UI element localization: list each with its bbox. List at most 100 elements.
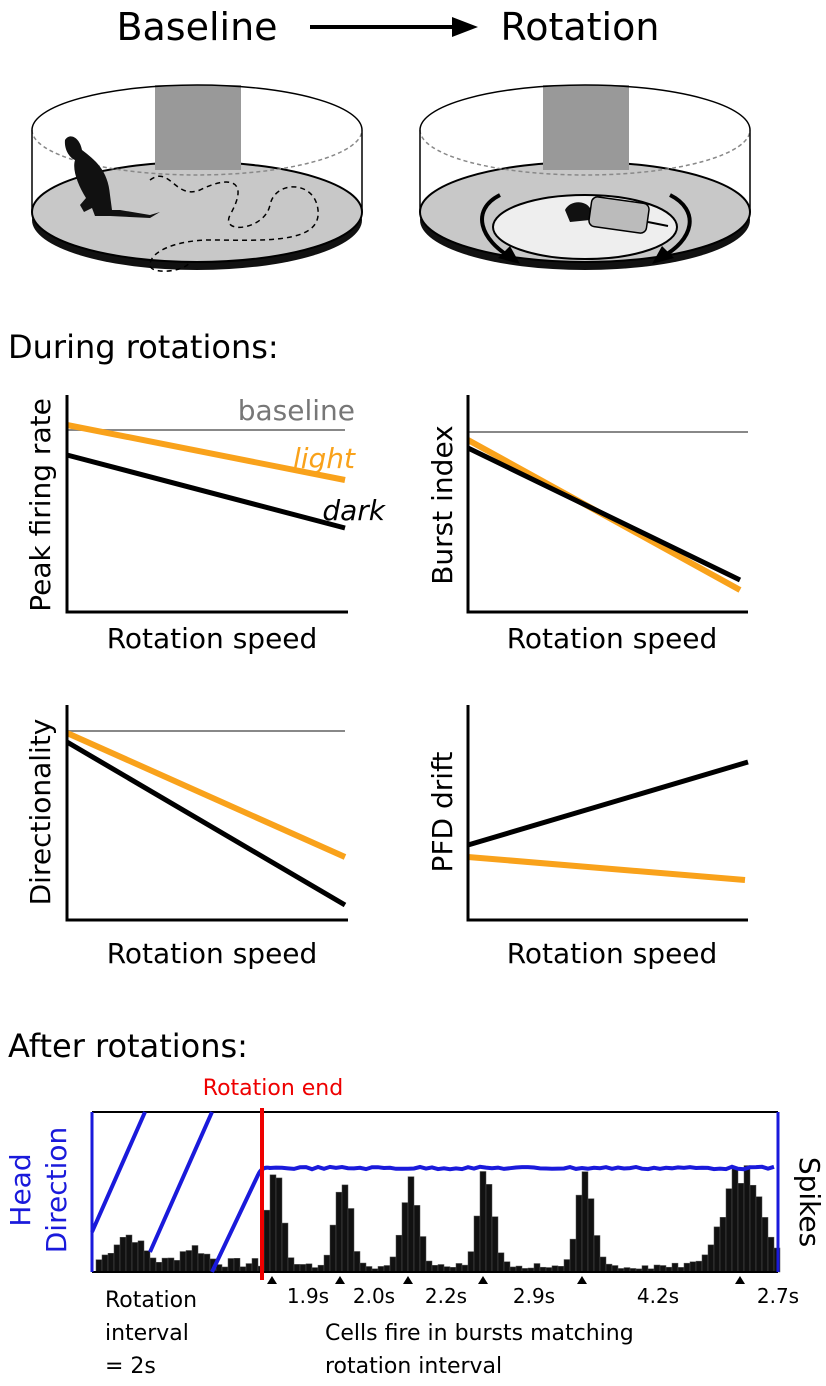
histogram-bar bbox=[491, 1216, 499, 1273]
histogram-bar bbox=[395, 1234, 403, 1273]
histogram-bar bbox=[563, 1259, 571, 1273]
x-label: Rotation speed bbox=[507, 937, 718, 970]
histogram-bar bbox=[149, 1257, 157, 1273]
histogram-bar bbox=[281, 1222, 289, 1273]
histogram-bar bbox=[125, 1234, 133, 1273]
histogram-bar bbox=[317, 1264, 325, 1273]
burst-marker bbox=[403, 1276, 413, 1284]
histogram-bar bbox=[119, 1237, 127, 1273]
rotation-end-label: Rotation end bbox=[203, 1076, 343, 1101]
histogram-bar bbox=[761, 1217, 769, 1273]
histogram-bar bbox=[587, 1198, 595, 1273]
y2-label: Spikes bbox=[793, 1157, 826, 1247]
y-label: Head bbox=[4, 1153, 37, 1226]
interval-label: 1.9s bbox=[287, 1284, 329, 1308]
section-heading: After rotations: bbox=[8, 1027, 248, 1065]
histogram-bar bbox=[179, 1251, 187, 1273]
histogram-bar bbox=[533, 1263, 541, 1273]
histogram-bar bbox=[353, 1251, 361, 1273]
rotation-title: Rotation bbox=[501, 5, 660, 49]
histogram-bar bbox=[269, 1174, 277, 1273]
histogram-bar bbox=[299, 1264, 307, 1273]
arrow-head bbox=[452, 17, 478, 37]
histogram-bar bbox=[305, 1263, 313, 1273]
histogram-bar bbox=[689, 1261, 697, 1273]
dark-line bbox=[467, 759, 749, 848]
interval-label: 2.0s bbox=[353, 1284, 395, 1308]
histogram-bar bbox=[293, 1264, 301, 1273]
histogram-bar bbox=[203, 1253, 211, 1273]
baseline-title: Baseline bbox=[116, 5, 277, 49]
light-line bbox=[467, 854, 746, 883]
histogram-bar bbox=[599, 1256, 607, 1273]
burst-marker bbox=[267, 1276, 277, 1284]
histogram-bar bbox=[407, 1176, 415, 1273]
interval-label: 4.2s bbox=[637, 1284, 679, 1308]
histogram-bar bbox=[593, 1235, 601, 1273]
histogram-bar bbox=[425, 1260, 433, 1273]
note: rotation interval bbox=[325, 1354, 502, 1379]
histogram-bar bbox=[575, 1194, 583, 1273]
histogram-bar bbox=[737, 1183, 745, 1273]
histogram-bar bbox=[719, 1217, 727, 1273]
burst-marker bbox=[735, 1276, 745, 1284]
histogram-bar bbox=[107, 1253, 115, 1273]
light-label: light bbox=[293, 442, 356, 475]
histogram-bar bbox=[485, 1184, 493, 1273]
burst-marker bbox=[478, 1276, 488, 1284]
dark-label: dark bbox=[322, 494, 386, 527]
dark-line bbox=[65, 739, 347, 908]
histogram-bar bbox=[743, 1165, 751, 1273]
histogram-bar bbox=[233, 1258, 241, 1273]
burst-marker bbox=[577, 1276, 587, 1284]
histogram-bar bbox=[455, 1263, 463, 1273]
histogram-bar bbox=[167, 1257, 175, 1273]
histogram-bar bbox=[473, 1215, 481, 1273]
interval-label: 2.2s bbox=[425, 1284, 467, 1308]
histogram-bar bbox=[755, 1196, 763, 1273]
histogram-bar bbox=[413, 1205, 421, 1273]
histogram-bar bbox=[245, 1263, 253, 1273]
histogram-bar bbox=[389, 1256, 397, 1273]
histogram-bar bbox=[671, 1262, 679, 1273]
histogram-bar bbox=[329, 1224, 337, 1273]
histogram-bar bbox=[143, 1250, 151, 1273]
baseline-label: baseline bbox=[238, 394, 355, 427]
x-label: Rotation speed bbox=[507, 622, 718, 655]
histogram-bar bbox=[437, 1264, 445, 1273]
note: Rotation bbox=[105, 1288, 197, 1313]
histogram-bar bbox=[767, 1236, 775, 1273]
histogram-bar bbox=[653, 1264, 661, 1273]
histogram-bar bbox=[479, 1171, 487, 1273]
x-label: Rotation speed bbox=[107, 622, 318, 655]
panel: Directionality Rotation speed bbox=[24, 705, 348, 970]
note: = 2s bbox=[105, 1354, 156, 1379]
histogram-bar bbox=[155, 1262, 163, 1273]
histogram-bar bbox=[113, 1244, 121, 1273]
y-label: Directionality bbox=[24, 719, 57, 906]
histogram-bar bbox=[131, 1242, 139, 1273]
panel: PFD drift Rotation speed bbox=[426, 705, 749, 970]
histogram-bar bbox=[335, 1191, 343, 1273]
arena-baseline bbox=[31, 84, 363, 272]
histogram-bar bbox=[695, 1260, 703, 1273]
histogram-bar bbox=[341, 1184, 349, 1273]
interval-label: 2.9s bbox=[513, 1284, 555, 1308]
histogram-bar bbox=[173, 1260, 181, 1273]
light-line bbox=[65, 730, 347, 860]
histogram-bar bbox=[707, 1244, 715, 1273]
histogram-bar bbox=[605, 1263, 613, 1273]
histogram-bar bbox=[197, 1253, 205, 1273]
histogram-bar bbox=[185, 1250, 193, 1273]
histogram-bar bbox=[701, 1254, 709, 1273]
head-direction-trace bbox=[90, 1111, 775, 1273]
histogram-bar bbox=[725, 1188, 733, 1273]
y-label: Peak firing rate bbox=[24, 398, 57, 612]
y-label: PFD drift bbox=[426, 752, 459, 873]
histogram-bar bbox=[137, 1240, 145, 1273]
histogram-bar bbox=[461, 1264, 469, 1273]
histogram-bar bbox=[419, 1236, 427, 1273]
histogram-bar bbox=[359, 1262, 367, 1273]
